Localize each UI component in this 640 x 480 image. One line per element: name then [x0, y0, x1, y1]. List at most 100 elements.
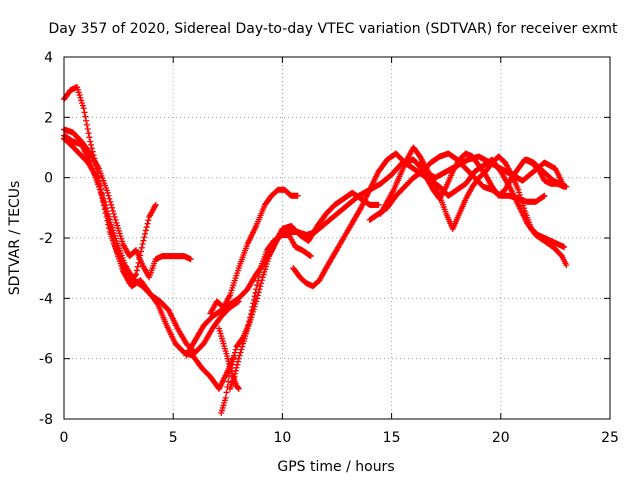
data-point — [258, 280, 265, 287]
data-point — [109, 207, 116, 214]
data-point — [83, 117, 90, 124]
data-point — [235, 355, 242, 362]
data-point — [111, 213, 118, 220]
plot-frame — [63, 56, 611, 420]
data-series — [61, 135, 238, 392]
data-point — [101, 200, 108, 207]
data-point — [254, 277, 261, 284]
y-tick-label: 0 — [44, 171, 53, 187]
y-tick-label: -8 — [39, 412, 53, 428]
data-point — [112, 216, 119, 223]
data-point — [99, 194, 106, 201]
data-point — [80, 105, 87, 112]
data-point — [375, 201, 382, 208]
data-point — [141, 234, 148, 241]
data-point — [541, 192, 548, 199]
data-point — [238, 346, 245, 353]
data-point — [109, 204, 116, 211]
data-point — [563, 262, 570, 269]
chart-title: Day 357 of 2020, Sidereal Day-to-day VTE… — [49, 21, 619, 37]
data-point — [103, 208, 110, 215]
data-point — [109, 224, 116, 231]
data-point — [105, 192, 112, 199]
data-point — [145, 217, 152, 224]
y-tick-label: -6 — [39, 352, 53, 368]
data-point — [139, 241, 146, 248]
x-axis-label: GPS time / hours — [277, 459, 394, 475]
x-tick-label: 0 — [60, 430, 69, 446]
x-tick-label: 20 — [492, 430, 510, 446]
data-point — [246, 318, 253, 325]
data-series — [366, 150, 548, 223]
data-series — [377, 144, 568, 251]
data-point — [307, 253, 314, 260]
y-tick-label: 4 — [44, 50, 53, 66]
y-tick-label: -2 — [39, 231, 53, 247]
data-point — [87, 138, 94, 145]
x-tick-label: 15 — [383, 430, 401, 446]
data-point — [248, 307, 255, 314]
data-point — [110, 210, 117, 217]
data-point — [106, 216, 113, 223]
data-point — [142, 227, 149, 234]
data-point — [253, 286, 260, 293]
data-point — [244, 325, 251, 332]
data-point — [254, 282, 261, 289]
y-tick-label: -4 — [39, 291, 53, 307]
y-tick-label: 2 — [44, 110, 53, 126]
data-point — [140, 237, 147, 244]
data-point — [83, 121, 90, 128]
data-series — [216, 325, 242, 392]
data-point — [251, 293, 258, 300]
data-point — [294, 192, 301, 199]
data-point — [231, 352, 238, 359]
data-point — [85, 130, 92, 137]
data-point — [134, 263, 141, 270]
data-point — [102, 202, 109, 209]
data-point — [235, 385, 242, 392]
data-point — [256, 269, 263, 276]
data-point — [247, 314, 254, 321]
data-point — [102, 205, 109, 212]
data-point — [236, 352, 243, 359]
data-point — [234, 361, 241, 368]
data-point — [88, 145, 95, 152]
data-point — [255, 273, 262, 280]
data-point — [561, 244, 568, 251]
data-series — [61, 126, 194, 281]
data-point — [230, 355, 237, 362]
data-point — [110, 229, 117, 236]
data-point — [100, 197, 107, 204]
data-point — [251, 296, 258, 303]
data-point — [105, 213, 112, 220]
data-point — [108, 201, 115, 208]
x-tick-label: 5 — [169, 430, 178, 446]
data-point — [187, 256, 194, 263]
data-point — [245, 321, 252, 328]
data-point — [152, 201, 159, 208]
y-axis-label: SDTVAR / TECUs — [7, 181, 23, 296]
data-point — [142, 230, 149, 237]
data-point — [222, 394, 229, 401]
data-point — [247, 311, 254, 318]
data-point — [234, 358, 241, 365]
x-tick-labels: 0 5 10 15 20 25 — [60, 430, 619, 446]
data-point — [81, 109, 88, 116]
y-tick-labels: -8 -6 -4 -2 0 2 4 — [39, 50, 53, 428]
data-point — [111, 232, 118, 239]
data-point — [257, 283, 264, 290]
data-point — [239, 343, 246, 350]
data-point — [231, 349, 238, 356]
data-point — [109, 227, 116, 234]
data-point — [144, 220, 151, 227]
data-point — [86, 134, 93, 141]
data-point — [88, 141, 95, 148]
data-point — [106, 195, 113, 202]
data-point — [563, 183, 570, 190]
x-tick-label: 25 — [601, 430, 619, 446]
data-point — [232, 346, 239, 353]
data-point — [234, 384, 241, 391]
data-point — [108, 221, 115, 228]
data-point — [98, 191, 105, 198]
